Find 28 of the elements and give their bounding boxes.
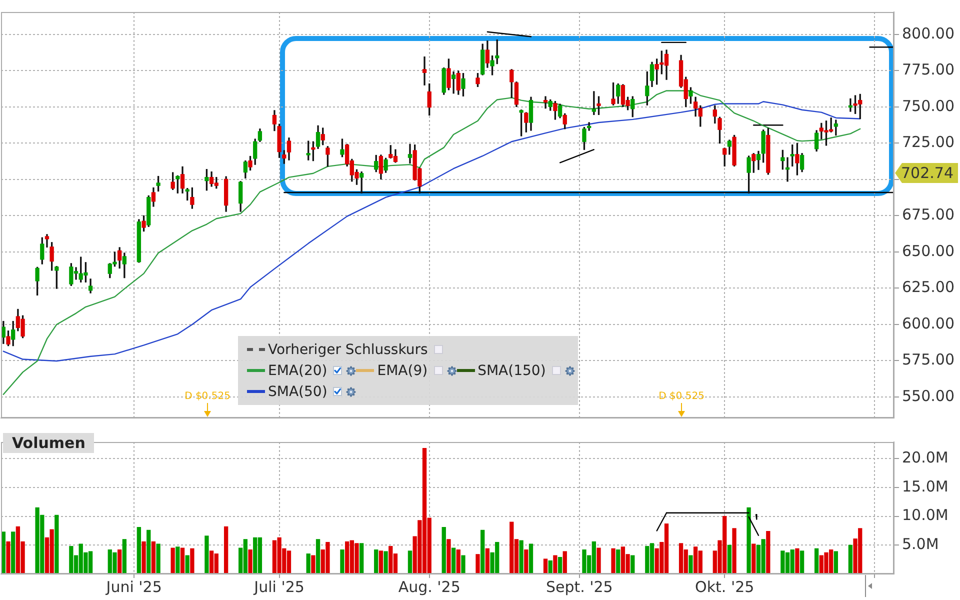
y-tick-label: 675.00 [902, 206, 954, 224]
legend-label: SMA(50) [268, 384, 328, 400]
x-tick-label: Juli '25 [253, 578, 304, 596]
y-tick-label: 10.0M [902, 506, 948, 524]
text: 702.74 [901, 164, 954, 182]
x-tick-label: Sept. '25 [546, 578, 613, 596]
y-tick-label: 625.00 [902, 278, 954, 296]
y-tick-label: 20.0M [902, 448, 948, 467]
legend-label: SMA(150) [478, 362, 546, 378]
y-tick-label: 5.0M [902, 535, 939, 554]
x-tick-label: Aug. '25 [398, 578, 460, 596]
x-tick-label: Juni '25 [105, 578, 162, 596]
y-tick-label: 750.00 [902, 96, 954, 115]
y-tick-label: 575.00 [902, 350, 954, 369]
y-tick-label: 550.00 [902, 386, 954, 405]
legend-label: EMA(20) [268, 362, 328, 378]
y-tick-label: 600.00 [902, 314, 954, 332]
annotation: D $0.525 [658, 391, 704, 402]
y-tick-label: 15.0M [902, 477, 948, 496]
legend-label: EMA(9) [377, 362, 428, 378]
y-tick-label: 775.00 [902, 60, 954, 79]
chart-title: Volumen [3, 433, 94, 453]
y-tick-label: 725.00 [902, 133, 954, 152]
legend-label: Vorheriger Schlusskurs [268, 342, 428, 358]
y-tick-label: 800.00 [902, 24, 954, 42]
x-tick-label: Okt. '25 [695, 578, 754, 596]
y-tick-label: 650.00 [902, 242, 954, 260]
annotation: D $0.525 [184, 391, 230, 402]
